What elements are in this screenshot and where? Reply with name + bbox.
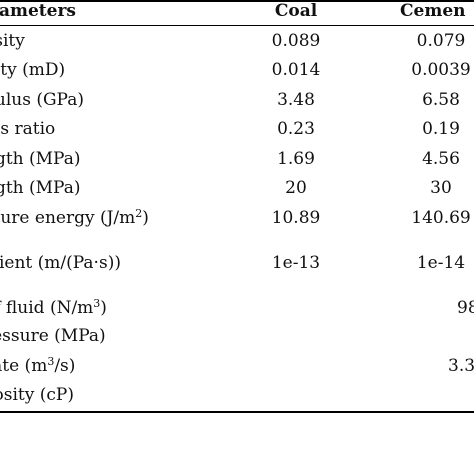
row-modulus-coal: 3.48: [277, 90, 315, 110]
header-parameters: rameters: [0, 1, 76, 21]
row-fracture-energy-coal: 10.89: [271, 208, 321, 228]
row-poisson-label: n’s ratio: [0, 119, 56, 139]
row-compressive-cement: 30: [430, 178, 452, 198]
row-pressure-label: ressure (MPa): [0, 326, 106, 346]
row-permeability-label: ility (mD): [0, 60, 66, 80]
row-rate-value: 3.3: [448, 356, 474, 376]
row-modulus-label: dulus (GPa): [0, 90, 84, 110]
row-coefficient-coal: 1e-13: [271, 253, 321, 273]
row-compressive-coal: 20: [285, 178, 307, 198]
row-modulus-cement: 6.58: [422, 90, 460, 110]
table-bottom-rule: [0, 411, 474, 413]
row-rate-label: rate (m3/s): [0, 355, 76, 376]
row-tensile-coal: 1.69: [277, 149, 315, 169]
row-fluid-weight-label: of fluid (N/m3): [0, 297, 107, 318]
row-tensile-label: ngth (MPa): [0, 149, 81, 169]
header-coal: Coal: [274, 1, 318, 21]
row-fluid-weight-value: 98: [457, 298, 474, 318]
row-permeability-coal: 0.014: [271, 60, 321, 80]
row-coefficient-cement: 1e-14: [416, 253, 466, 273]
row-coefficient-label: icient (m/(Pa·s)): [0, 253, 121, 273]
header-cement: Cemen: [400, 1, 466, 21]
row-porosity-coal: 0.089: [271, 31, 321, 51]
table-top-rule: [0, 0, 474, 2]
row-fracture-energy-cement: 140.69: [411, 208, 471, 228]
row-viscosity-label: cosity (cP): [0, 385, 74, 405]
header-rule: [0, 25, 474, 26]
row-porosity-cement: 0.079: [416, 31, 466, 51]
row-compressive-label: ngth (MPa): [0, 178, 81, 198]
row-poisson-cement: 0.19: [422, 119, 460, 139]
row-permeability-cement: 0.0039: [411, 60, 471, 80]
row-tensile-cement: 4.56: [422, 149, 460, 169]
row-poisson-coal: 0.23: [277, 119, 315, 139]
row-porosity-label: osity: [0, 31, 25, 51]
row-fracture-energy-label: cture energy (J/m2): [0, 207, 149, 228]
